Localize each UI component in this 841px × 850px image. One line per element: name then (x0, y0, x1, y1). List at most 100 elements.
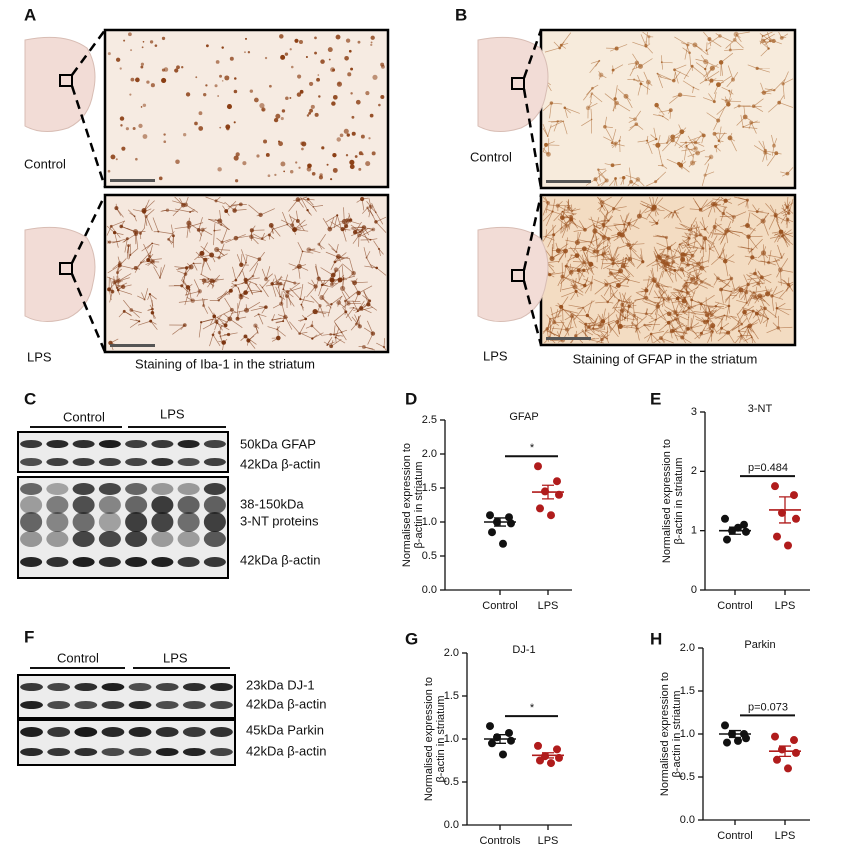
process (114, 282, 121, 295)
process (143, 216, 147, 229)
process (695, 142, 705, 147)
cell (268, 84, 272, 88)
process (636, 123, 644, 130)
data-point (534, 462, 542, 471)
process (550, 120, 564, 128)
process (691, 65, 705, 77)
process (688, 240, 698, 245)
process (261, 268, 267, 280)
process (715, 33, 721, 37)
cell (242, 161, 247, 166)
band (128, 727, 152, 737)
process (658, 289, 665, 300)
cell (365, 91, 370, 96)
process (677, 315, 682, 328)
process (562, 216, 572, 230)
cell (219, 126, 222, 129)
process (350, 323, 357, 331)
process (704, 238, 707, 253)
y-tick-label: 1 (691, 525, 697, 537)
process (315, 263, 319, 279)
process (587, 102, 598, 109)
process (751, 212, 764, 222)
process (337, 302, 340, 307)
process (140, 251, 152, 263)
process (106, 276, 119, 282)
process (640, 248, 644, 262)
process (771, 145, 775, 156)
process (709, 248, 715, 252)
process (631, 315, 635, 328)
process (640, 83, 651, 91)
process (735, 34, 742, 42)
cell (321, 146, 325, 150)
process (189, 289, 192, 301)
process (658, 76, 674, 81)
cell (138, 123, 143, 129)
y-tick-label: 1.0 (444, 733, 459, 745)
region-marker (59, 74, 73, 87)
cell (318, 95, 321, 98)
cell (289, 48, 292, 51)
cell (249, 89, 254, 93)
process (639, 209, 641, 217)
process (570, 216, 576, 220)
process (748, 236, 758, 249)
cell (350, 67, 354, 71)
cell (183, 133, 187, 137)
process (729, 137, 736, 142)
data-point (505, 513, 513, 522)
process (707, 307, 711, 322)
process (780, 258, 789, 271)
process (366, 251, 371, 258)
process (674, 270, 677, 282)
process (699, 221, 706, 230)
cell (107, 52, 111, 56)
process (562, 206, 566, 218)
process (656, 104, 661, 109)
process (598, 71, 602, 76)
caption: Staining of GFAP in the striatum (573, 351, 758, 366)
cell (309, 108, 313, 113)
process (679, 241, 689, 245)
cell (358, 151, 363, 156)
band (125, 458, 148, 466)
process (725, 305, 730, 321)
process (312, 334, 318, 339)
band (210, 683, 233, 691)
process (594, 230, 606, 239)
process (349, 257, 354, 274)
process (747, 322, 758, 328)
process (736, 313, 743, 325)
process (566, 329, 570, 336)
cell (174, 68, 179, 73)
process (683, 279, 687, 283)
process (234, 209, 247, 211)
band (20, 483, 43, 495)
process (762, 318, 769, 324)
process (625, 317, 636, 321)
process (289, 215, 299, 222)
process (370, 238, 378, 241)
process (570, 291, 577, 301)
process (690, 324, 703, 329)
process (677, 314, 689, 321)
process (756, 307, 763, 314)
process (690, 322, 700, 329)
zoom-line (70, 194, 107, 264)
group-label: LPS (160, 406, 185, 421)
band (182, 727, 206, 737)
process (585, 330, 594, 336)
process (542, 144, 547, 152)
process (747, 278, 752, 285)
y-axis-label: Normalised expression to (659, 672, 671, 796)
process (362, 229, 374, 236)
process (682, 47, 690, 54)
process (552, 198, 556, 212)
cell (294, 38, 299, 43)
process (329, 217, 335, 230)
cell (314, 51, 317, 55)
process (345, 291, 358, 302)
process (694, 237, 704, 249)
process (302, 251, 314, 254)
